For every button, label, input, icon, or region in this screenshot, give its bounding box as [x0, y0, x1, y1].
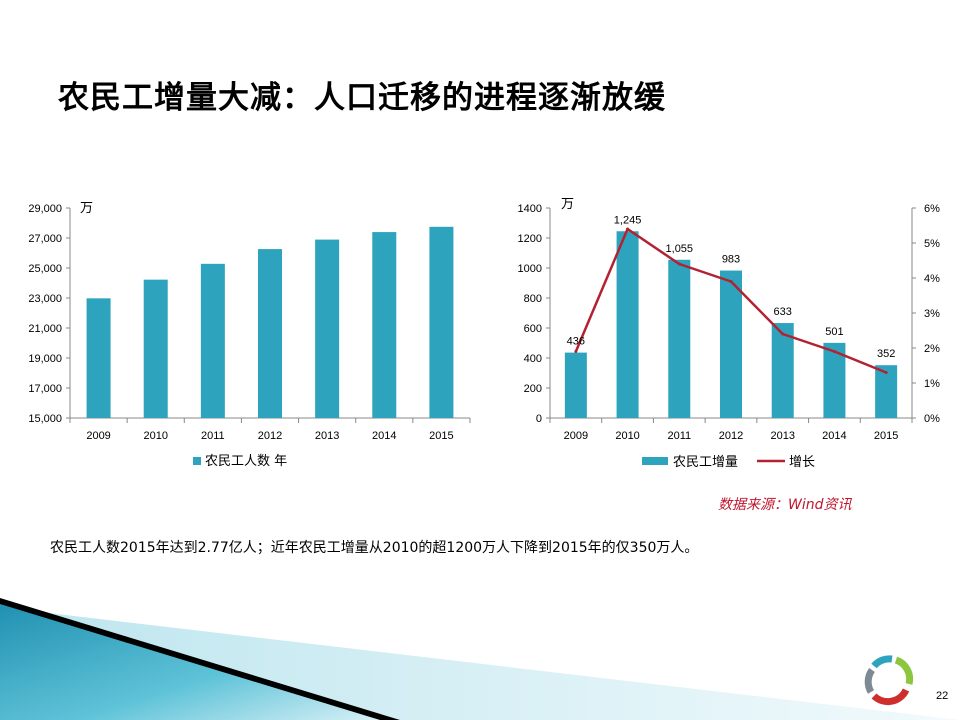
y-tick-label: 25,000 — [28, 263, 62, 275]
bar — [616, 231, 639, 418]
y-tick-label: 0 — [536, 413, 542, 425]
x-tick-label: 2015 — [874, 430, 898, 442]
bar — [823, 342, 846, 418]
line-point — [884, 371, 888, 374]
y2-tick-label: 1% — [924, 378, 940, 390]
data-source: 数据来源：Wind资讯 — [718, 497, 852, 513]
bar — [372, 232, 397, 418]
x-tick-label: 2015 — [429, 430, 453, 442]
legend: 农民工人数 年 — [193, 454, 287, 469]
y2-tick-label: 0% — [924, 413, 940, 425]
slide-caption: 农民工人数2015年达到2.77亿人；近年农民工增量从2010的超1200万人下… — [50, 540, 699, 556]
bar — [429, 226, 454, 418]
y-tick-label: 21,000 — [28, 323, 62, 335]
y-tick-label: 27,000 — [28, 233, 62, 245]
data-label: 501 — [825, 326, 843, 338]
x-tick-label: 2014 — [372, 430, 396, 442]
x-tick-label: 2009 — [86, 430, 110, 442]
legend-label: 农民工人数 年 — [205, 454, 287, 469]
data-label: 436 — [567, 336, 585, 348]
line-point — [626, 227, 630, 231]
bar — [771, 323, 794, 418]
y-tick-label: 29,000 — [28, 203, 62, 215]
bar — [86, 298, 111, 418]
bar — [143, 279, 168, 418]
x-tick-label: 2012 — [719, 430, 743, 442]
y2-tick-label: 6% — [924, 203, 940, 215]
slide-title: 农民工增量大减：人口迁移的进程逐渐放缓 — [58, 80, 666, 116]
y2-tick-label: 2% — [924, 343, 940, 355]
data-label: 633 — [774, 306, 792, 318]
y-tick-label: 23,000 — [28, 293, 62, 305]
y2-tick-label: 5% — [924, 238, 940, 250]
bar — [720, 270, 742, 418]
legend-swatch — [193, 457, 201, 465]
page-number: 22 — [936, 690, 949, 702]
y-tick-label: 1000 — [518, 263, 542, 275]
logo-arc-green — [894, 656, 914, 685]
x-tick-label: 2013 — [770, 430, 794, 442]
line-point — [781, 332, 785, 336]
legend-label: 增长 — [789, 455, 815, 470]
bar — [315, 239, 340, 418]
y-tick-label: 1200 — [518, 233, 542, 245]
line-point — [729, 280, 733, 283]
legend-label: 农民工增量 — [673, 455, 738, 470]
x-tick-label: 2014 — [822, 430, 846, 442]
unit-label: 万 — [80, 201, 93, 216]
y-tick-label: 400 — [524, 353, 542, 365]
line-point — [574, 350, 578, 353]
logo-arc-red — [871, 688, 910, 706]
legend: 农民工增量 增长 — [642, 455, 815, 470]
x-tick-label: 2009 — [564, 430, 588, 442]
y2-tick-label: 4% — [924, 273, 940, 285]
line-point — [832, 350, 836, 353]
x-tick-label: 2010 — [143, 430, 167, 442]
y-tick-label: 800 — [524, 293, 542, 305]
y-tick-label: 600 — [524, 323, 542, 335]
bar — [564, 352, 587, 418]
y-tick-label: 15,000 — [28, 413, 62, 425]
legend-swatch — [642, 457, 668, 465]
y-tick-label: 17,000 — [28, 383, 62, 395]
bar — [668, 259, 691, 418]
unit-label: 万 — [561, 197, 574, 212]
y-tick-label: 200 — [524, 383, 542, 395]
y-tick-label: 19,000 — [28, 353, 62, 365]
x-tick-label: 2013 — [315, 430, 339, 442]
x-tick-label: 2011 — [667, 430, 691, 442]
x-tick-label: 2011 — [201, 430, 225, 442]
data-label: 1,055 — [666, 243, 694, 255]
data-label: 352 — [877, 348, 895, 360]
bar — [258, 249, 282, 418]
logo — [864, 655, 914, 706]
logo-arc-gray — [864, 667, 875, 694]
line-point — [677, 262, 681, 266]
bar — [200, 263, 225, 418]
logo-arc-blue — [871, 655, 893, 669]
data-label: 983 — [722, 254, 740, 266]
y2-tick-label: 3% — [924, 308, 940, 320]
x-tick-label: 2010 — [615, 430, 639, 442]
decor-black-stripe — [0, 598, 400, 720]
x-tick-label: 2012 — [258, 430, 282, 442]
y-tick-label: 1400 — [518, 203, 542, 215]
data-label: 1,245 — [614, 214, 642, 226]
bar — [875, 365, 898, 418]
